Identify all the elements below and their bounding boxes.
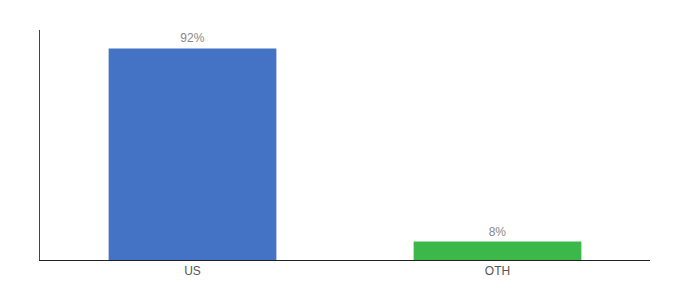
svg-text:US: US bbox=[184, 264, 201, 278]
svg-text:8%: 8% bbox=[489, 225, 507, 239]
svg-text:92%: 92% bbox=[180, 31, 204, 45]
svg-text:OTH: OTH bbox=[485, 264, 510, 278]
